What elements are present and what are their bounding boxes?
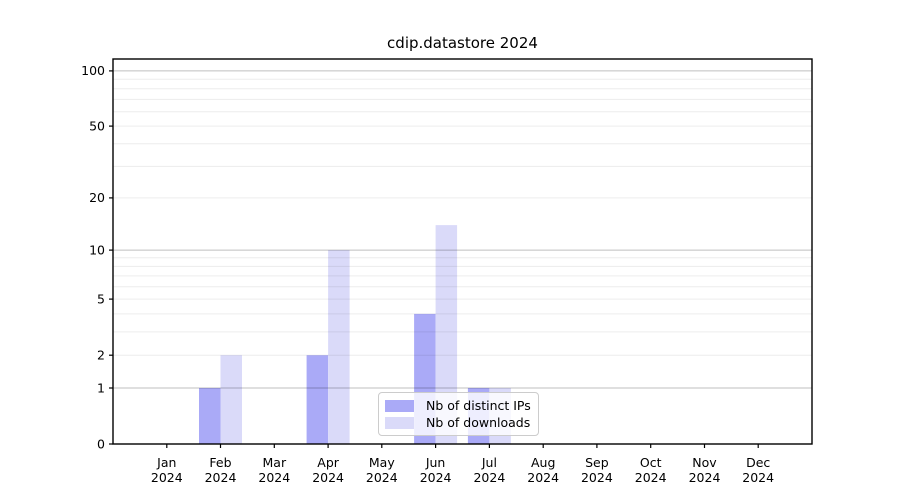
legend: Nb of distinct IPs Nb of downloads: [378, 392, 539, 436]
legend-swatch-downloads: [385, 416, 414, 429]
svg-text:2024: 2024: [742, 470, 774, 485]
svg-text:10: 10: [89, 242, 105, 257]
svg-text:2024: 2024: [312, 470, 344, 485]
svg-text:2024: 2024: [366, 470, 398, 485]
svg-text:5: 5: [97, 291, 105, 306]
svg-text:Dec: Dec: [746, 455, 770, 470]
svg-text:Apr: Apr: [317, 455, 339, 470]
svg-text:Oct: Oct: [640, 455, 662, 470]
svg-text:2024: 2024: [527, 470, 559, 485]
svg-text:2024: 2024: [635, 470, 667, 485]
svg-text:2024: 2024: [258, 470, 290, 485]
svg-text:Aug: Aug: [531, 455, 555, 470]
svg-text:Nov: Nov: [692, 455, 717, 470]
svg-text:1: 1: [97, 380, 105, 395]
svg-text:2024: 2024: [689, 470, 721, 485]
legend-label-downloads: Nb of downloads: [426, 415, 531, 430]
svg-text:2: 2: [97, 348, 105, 363]
chart-title: cdip.datastore 2024: [387, 34, 538, 52]
svg-text:Mar: Mar: [263, 455, 287, 470]
svg-text:Feb: Feb: [209, 455, 231, 470]
svg-text:50: 50: [89, 118, 105, 133]
svg-text:Jul: Jul: [481, 455, 497, 470]
svg-text:100: 100: [81, 63, 105, 78]
svg-text:Jun: Jun: [425, 455, 446, 470]
svg-text:0: 0: [97, 436, 105, 451]
svg-text:20: 20: [89, 190, 105, 205]
svg-text:Sep: Sep: [585, 455, 609, 470]
svg-text:Jan: Jan: [156, 455, 176, 470]
legend-swatch-distinct-ips: [385, 399, 414, 412]
legend-item-distinct-ips: Nb of distinct IPs: [385, 398, 531, 414]
legend-label-distinct-ips: Nb of distinct IPs: [426, 398, 531, 413]
svg-text:2024: 2024: [473, 470, 505, 485]
svg-text:2024: 2024: [151, 470, 183, 485]
svg-text:May: May: [369, 455, 395, 470]
legend-item-downloads: Nb of downloads: [385, 415, 531, 431]
svg-text:2024: 2024: [581, 470, 613, 485]
svg-text:2024: 2024: [205, 470, 237, 485]
svg-text:2024: 2024: [420, 470, 452, 485]
